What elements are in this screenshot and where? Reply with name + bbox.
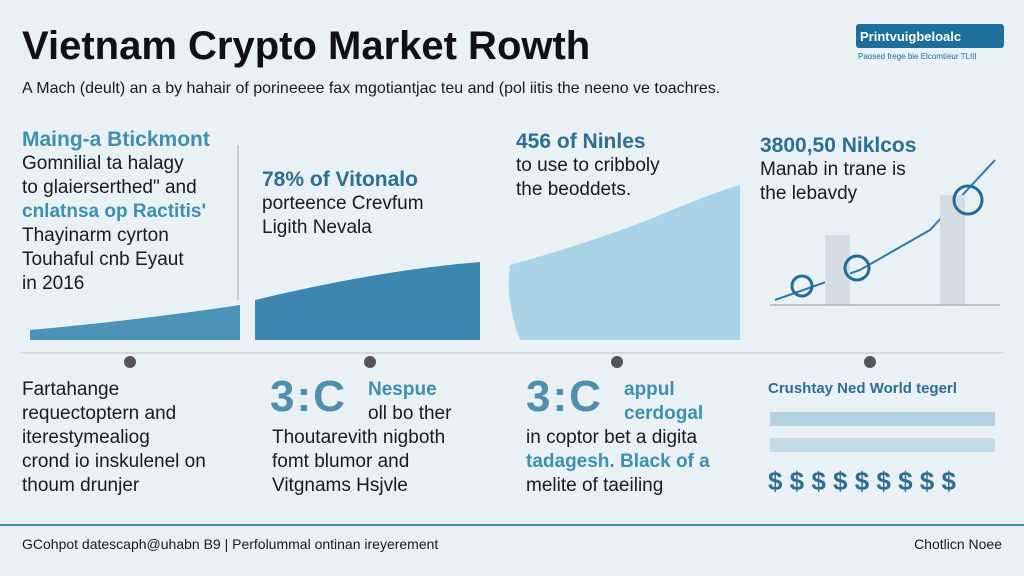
area-1 xyxy=(30,305,240,340)
panel: 78% of Vitonalo porteence Crevfum Ligith… xyxy=(262,168,424,240)
panel-line: in 2016 xyxy=(22,273,85,294)
panel-line: Gomnilial ta halagy xyxy=(22,153,184,174)
subtitle: A Mach (deult) an a by hahair of porinee… xyxy=(22,80,721,97)
block-line: requectoptern and xyxy=(22,403,177,424)
panel: 3800,50 Niklcos Manab in trane is the le… xyxy=(760,134,916,206)
block-line: iterestymealiog xyxy=(22,427,150,448)
panel: Maing-a Btickmont Gomnilial ta halagy to… xyxy=(22,128,210,296)
timeline-dot xyxy=(124,356,136,368)
block-line: oll bo ther xyxy=(368,403,452,424)
block-icon: 3:C xyxy=(526,372,603,421)
bottom-block: appul cerdogal xyxy=(624,378,703,426)
panel-heading: 78% of Vitonalo xyxy=(262,168,418,191)
glyph-row xyxy=(770,412,995,426)
panel: 456 of Ninles to use to cribboly the beo… xyxy=(516,130,660,202)
panel-line: the beoddets. xyxy=(516,179,632,200)
panel-heading: Maing-a Btickmont xyxy=(22,128,210,151)
panel-heading: 456 of Ninles xyxy=(516,130,646,153)
badge-caption: Paosed frege bie Elcomtieur TLIII xyxy=(858,52,977,61)
block-line: fomt blumor and xyxy=(272,451,410,472)
badge-title: Printvuigbeloalc xyxy=(860,29,962,44)
footer-right: Chotlicn Noee xyxy=(914,536,1002,552)
bottom-block: Thoutarevith nigboth fomt blumor and Vit… xyxy=(272,426,445,498)
panel-heading: 3800,50 Niklcos xyxy=(760,134,917,157)
panel-line: to use to cribboly xyxy=(516,155,660,176)
panel-line: Thayinarm cyrton xyxy=(22,225,169,246)
panel-line: porteence Crevfum xyxy=(262,193,424,214)
panel-line: the lebavdy xyxy=(760,183,858,204)
block-line: Nespue xyxy=(368,379,437,400)
block-line: Vitgnams Hsjvle xyxy=(272,475,408,496)
dollar-row: $ $ $ $ $ $ $ $ $ xyxy=(768,466,956,496)
block-heading: Crushtay Ned World tegerl xyxy=(768,380,957,397)
bottom-block: in coptor bet a digita tadagesh. Black o… xyxy=(526,426,710,498)
block-line: cerdogal xyxy=(624,403,704,424)
panel-line: Touhaful cnb Eyaut xyxy=(22,249,184,270)
area-2 xyxy=(255,262,480,340)
bottom-block: Fartahange requectoptern and iterestymea… xyxy=(22,378,206,498)
block-line: melite of taeiling xyxy=(526,475,664,496)
panel-line: to glaierserthed" and xyxy=(22,177,197,198)
block-line: crond io inskulenel on xyxy=(22,451,206,472)
block-line: Thoutarevith nigboth xyxy=(272,427,446,448)
glyph-row xyxy=(770,438,995,452)
area-3 xyxy=(508,185,740,340)
footer-left: GCohpot datescaph@uhabn B9 | Perfolummal… xyxy=(22,536,439,552)
block-line: thoum drunjer xyxy=(22,475,140,496)
panel-line: Manab in trane is xyxy=(760,159,906,180)
timeline-dot xyxy=(364,356,376,368)
timeline-dot xyxy=(611,356,623,368)
ring xyxy=(790,274,814,298)
title: Vietnam Crypto Market Rowth xyxy=(22,24,591,68)
timeline-dot xyxy=(864,356,876,368)
badge-box xyxy=(856,24,1004,48)
block-line: appul xyxy=(624,379,675,400)
bottom-block: Nespue oll bo ther xyxy=(368,378,451,426)
block-line: tadagesh. Black of a xyxy=(526,451,710,472)
block-line: in coptor bet a digita xyxy=(526,427,698,448)
ring xyxy=(843,254,871,282)
panel-line: cnlatnsa op Ractitis' xyxy=(22,201,207,222)
block-icon: 3:C xyxy=(270,372,347,421)
block-line: Fartahange xyxy=(22,379,120,400)
ring xyxy=(952,184,984,216)
panel-line: Ligith Nevala xyxy=(262,217,372,238)
